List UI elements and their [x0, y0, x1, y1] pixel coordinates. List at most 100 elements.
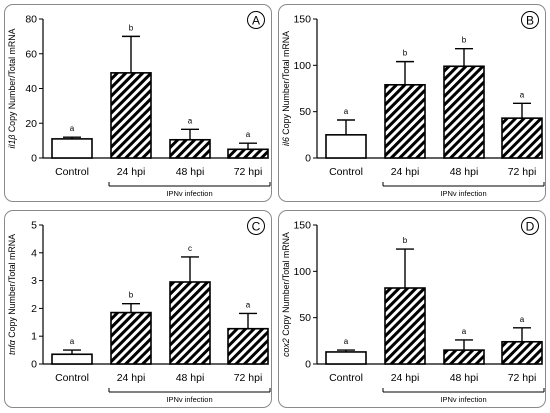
y-axis-label: il1β Copy Number/Total mRNA [7, 28, 17, 148]
x-tick-label: 24 hpi [117, 372, 146, 384]
x-tick-label: 72 hpi [234, 372, 263, 384]
bar [325, 351, 367, 365]
y-axis-label-rest: Copy Number/Total mRNA [281, 31, 291, 137]
bar [443, 65, 485, 159]
y-tick-label: 0 [305, 153, 311, 165]
significance-label: a [344, 107, 349, 116]
y-axis-label: cox2 Copy Number/Total mRNA [281, 232, 291, 357]
group-label: IPNv infection [440, 395, 486, 404]
significance-label: a [520, 90, 525, 99]
x-tick-label: Control [55, 372, 89, 384]
x-tick-label: 24 hpi [117, 166, 146, 178]
y-tick-label: 4 [31, 247, 37, 259]
bar [51, 353, 93, 365]
x-tick-label: Control [329, 166, 363, 178]
x-tick-label: 72 hpi [508, 166, 537, 178]
significance-label: c [188, 244, 192, 253]
panel-label: D [526, 220, 535, 234]
y-tick-label: 60 [25, 48, 37, 60]
bar [443, 349, 485, 365]
bar [169, 281, 211, 365]
y-tick-label: 0 [31, 153, 37, 165]
y-axis-label-rest: Copy Number/Total mRNA [281, 232, 291, 338]
panel-label-circle [247, 11, 265, 29]
panel-label-circle [247, 217, 265, 235]
x-tick-label: 72 hpi [234, 166, 263, 178]
significance-label: a [246, 300, 251, 309]
y-tick-label: 80 [25, 14, 37, 26]
x-tick-label: 48 hpi [176, 372, 205, 384]
y-tick-label: 150 [293, 220, 311, 232]
y-axis-label: tnfα Copy Number/Total mRNA [7, 234, 17, 355]
y-tick-label: 100 [293, 60, 311, 72]
panel-label-circle [521, 217, 539, 235]
significance-label: b [403, 49, 408, 58]
significance-label: a [462, 327, 467, 336]
bar [227, 148, 269, 159]
x-tick-label: 24 hpi [391, 166, 420, 178]
x-tick-label: 24 hpi [391, 372, 420, 384]
y-tick-label: 150 [293, 14, 311, 26]
group-label: IPNv infection [166, 189, 212, 198]
panel-label: A [252, 14, 260, 28]
y-tick-label: 50 [299, 312, 311, 324]
y-axis-label-gene: il6 [281, 137, 291, 146]
y-axis-label: il6 Copy Number/Total mRNA [281, 31, 291, 146]
x-tick-label: 48 hpi [450, 372, 479, 384]
y-axis-label-gene: il1β [7, 135, 17, 149]
bar [227, 327, 269, 365]
y-tick-label: 20 [25, 118, 37, 130]
x-tick-label: Control [55, 166, 89, 178]
y-tick-label: 3 [31, 275, 37, 287]
bar [51, 138, 93, 159]
y-tick-label: 40 [25, 83, 37, 95]
bar [110, 72, 152, 159]
panel-label: C [252, 220, 261, 234]
y-tick-label: 50 [299, 106, 311, 118]
y-tick-label: 100 [293, 266, 311, 278]
x-tick-label: 48 hpi [176, 166, 205, 178]
significance-label: a [70, 124, 75, 133]
bar [384, 83, 426, 159]
significance-label: a [188, 116, 193, 125]
y-tick-label: 0 [31, 359, 37, 371]
x-tick-label: Control [329, 372, 363, 384]
bar [325, 134, 367, 159]
significance-label: a [520, 315, 525, 324]
significance-label: a [344, 337, 349, 346]
y-axis-label-rest: Copy Number/Total mRNA [7, 28, 17, 134]
bar [384, 287, 426, 365]
panel-label-circle [521, 11, 539, 29]
bar [501, 340, 543, 365]
y-axis-label-gene: cox2 [281, 338, 291, 357]
y-tick-label: 0 [305, 359, 311, 371]
panel-label: B [526, 14, 534, 28]
y-axis-label-gene: tnfα [7, 339, 17, 355]
x-tick-label: 48 hpi [450, 166, 479, 178]
y-tick-label: 5 [31, 220, 37, 232]
chart-a: 0 20 40 60 80 il1β Copy Number/Total mRNA Aa Co… [7, 11, 271, 198]
y-axis-label-rest: Copy Number/Total mRNA [7, 234, 17, 340]
group-label: IPNv infection [440, 189, 486, 198]
significance-label: b [129, 23, 134, 32]
significance-label: b [129, 291, 134, 300]
bar [169, 138, 211, 159]
significance-label: a [70, 337, 75, 346]
bar [110, 311, 152, 365]
group-label: IPNv infection [166, 395, 212, 404]
chart-c: 0 1 2 3 4 5 tnfα Copy Number/Total mRNA Ca Contr… [7, 217, 271, 404]
bar [501, 117, 543, 159]
significance-label: b [462, 36, 467, 45]
y-tick-label: 1 [31, 331, 37, 343]
significance-label: a [246, 130, 251, 139]
y-tick-label: 2 [31, 303, 37, 315]
x-tick-label: 72 hpi [508, 372, 537, 384]
significance-label: b [403, 236, 408, 245]
